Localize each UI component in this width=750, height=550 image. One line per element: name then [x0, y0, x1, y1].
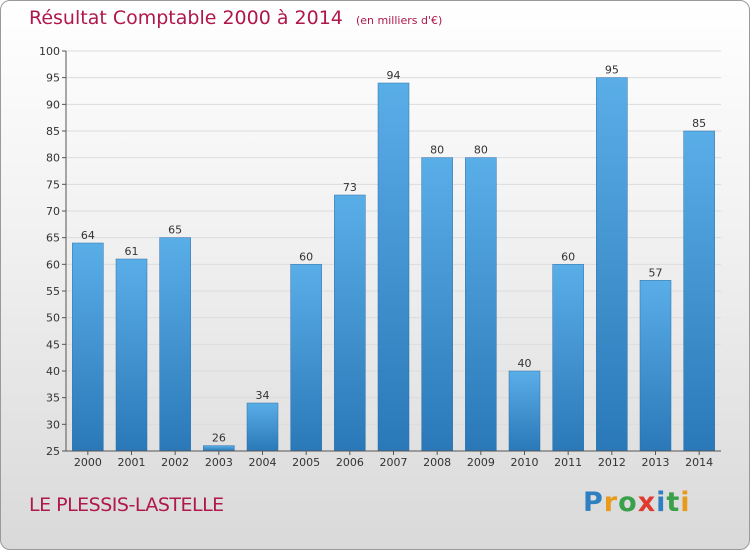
- value-label: 73: [343, 181, 357, 194]
- y-tick-label: 80: [46, 152, 60, 165]
- x-tick-label: 2005: [292, 456, 320, 469]
- value-label: 26: [212, 432, 226, 445]
- x-tick-label: 2003: [205, 456, 233, 469]
- bar-2014: [683, 130, 715, 452]
- bar-2001: [115, 258, 148, 452]
- value-label: 65: [168, 224, 182, 237]
- y-tick-label: 50: [46, 312, 60, 325]
- bar-2011: [552, 264, 584, 452]
- bar-2006: [334, 194, 366, 452]
- y-tick-label: 85: [46, 125, 60, 138]
- value-label: 40: [518, 357, 532, 370]
- value-label: 64: [81, 229, 95, 242]
- value-label: 57: [649, 266, 663, 279]
- value-label: 60: [299, 250, 313, 263]
- x-tick-label: 2006: [336, 456, 364, 469]
- value-label: 34: [256, 389, 270, 402]
- bar-2010: [508, 370, 541, 452]
- bar-2013: [639, 280, 672, 452]
- value-label: 95: [605, 64, 619, 77]
- axes: [62, 50, 721, 455]
- bars: [72, 77, 715, 452]
- bar-2000: [72, 242, 104, 452]
- y-tick-label: 35: [46, 392, 60, 405]
- value-label: 85: [692, 117, 706, 130]
- x-tick-label: 2013: [642, 456, 670, 469]
- commune-name: LE PLESSIS-LASTELLE: [29, 494, 224, 516]
- x-tick-label: 2001: [118, 456, 146, 469]
- x-tick-label: 2008: [423, 456, 451, 469]
- bar-2008: [421, 157, 453, 452]
- x-tick-label: 2000: [74, 456, 102, 469]
- y-tick-label: 100: [39, 45, 60, 58]
- y-tick-label: 65: [46, 232, 60, 245]
- y-tick-label: 60: [46, 258, 60, 271]
- bar-2005: [290, 264, 322, 452]
- y-tick-label: 30: [46, 418, 60, 431]
- labels: 25 30 35 40 45 50 55 60 65 70 75 80 85 90 95 100 64 2000 6…: [39, 45, 713, 469]
- y-tick-label: 25: [46, 445, 60, 458]
- proxiti-logo: Proxiti: [583, 487, 691, 518]
- y-tick-label: 45: [46, 338, 60, 351]
- value-label: 60: [561, 250, 575, 263]
- value-label: 94: [387, 69, 401, 82]
- value-label: 80: [430, 144, 444, 157]
- x-tick-label: 2007: [380, 456, 408, 469]
- bar-2012: [596, 77, 628, 452]
- x-tick-label: 2011: [554, 456, 582, 469]
- chart-title: Résultat Comptable 2000 à 2014: [29, 7, 343, 29]
- x-tick-label: 2009: [467, 456, 495, 469]
- bar-2003: [203, 445, 235, 452]
- y-tick-label: 70: [46, 205, 60, 218]
- bar-2007: [377, 82, 410, 452]
- y-tick-label: 75: [46, 178, 60, 191]
- bar-2009: [465, 157, 497, 452]
- y-tick-label: 95: [46, 72, 60, 85]
- x-tick-label: 2014: [685, 456, 713, 469]
- x-tick-label: 2010: [511, 456, 539, 469]
- x-tick-label: 2012: [598, 456, 626, 469]
- value-label: 61: [125, 245, 139, 258]
- unit-note: (en milliers d'€): [355, 14, 443, 27]
- y-tick-label: 55: [46, 285, 60, 298]
- bar-2004: [246, 402, 279, 452]
- y-tick-label: 40: [46, 365, 60, 378]
- x-tick-label: 2004: [249, 456, 277, 469]
- value-label: 80: [474, 144, 488, 157]
- y-tick-label: 90: [46, 98, 60, 111]
- title-row: Résultat Comptable 2000 à 2014 (en milli…: [29, 7, 442, 29]
- x-tick-label: 2002: [161, 456, 189, 469]
- bar-2002: [159, 237, 191, 452]
